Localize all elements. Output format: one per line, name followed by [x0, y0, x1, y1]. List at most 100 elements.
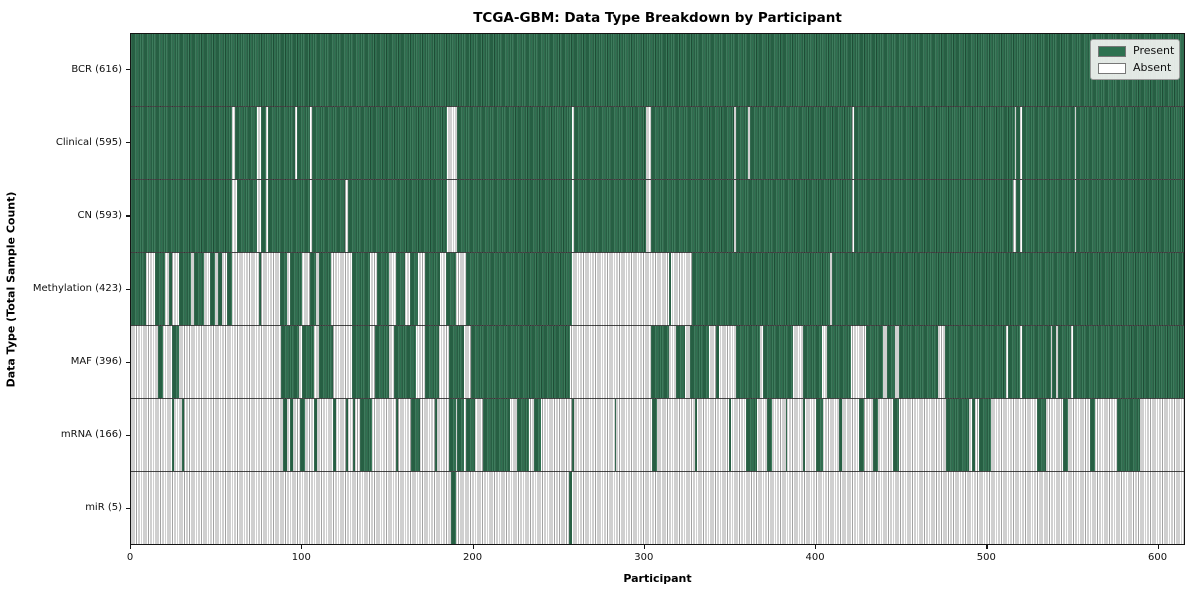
present-run: [1076, 107, 1184, 179]
y-tick-label: miR (5): [85, 502, 122, 514]
x-tick-mark: [130, 545, 132, 549]
present-run: [802, 399, 805, 471]
present-run: [859, 399, 865, 471]
present-run: [172, 399, 174, 471]
present-run: [886, 326, 896, 398]
present-run: [289, 253, 302, 325]
present-run: [1021, 180, 1075, 252]
y-tick-mark: [126, 361, 130, 363]
present-run: [260, 180, 267, 252]
present-run: [650, 107, 735, 179]
legend-label-absent: Absent: [1133, 61, 1172, 74]
present-run: [766, 399, 773, 471]
present-run: [746, 399, 757, 471]
present-run: [267, 107, 296, 179]
present-run: [736, 180, 853, 252]
present-run: [218, 253, 222, 325]
present-run: [614, 399, 617, 471]
present-run: [689, 326, 709, 398]
present-run: [450, 472, 456, 544]
x-axis-label: Participant: [623, 572, 692, 585]
present-run: [691, 253, 831, 325]
present-run: [854, 180, 1014, 252]
x-tick-label: 200: [462, 552, 483, 563]
present-run: [168, 253, 172, 325]
present-run: [313, 399, 318, 471]
present-run: [178, 253, 191, 325]
x-tick-label: 600: [1148, 552, 1168, 563]
present-run: [312, 107, 448, 179]
present-run: [445, 253, 456, 325]
y-tick-mark: [126, 434, 130, 436]
present-run: [729, 399, 731, 471]
x-tick-mark: [301, 545, 303, 549]
present-run: [319, 326, 333, 398]
present-run: [289, 399, 294, 471]
present-run: [435, 399, 437, 471]
present-run: [457, 399, 465, 471]
present-run: [826, 326, 851, 398]
present-run: [346, 399, 349, 471]
present-run: [785, 399, 788, 471]
present-run: [483, 399, 511, 471]
present-run: [259, 253, 261, 325]
present-run: [838, 399, 843, 471]
y-tick-mark: [126, 142, 130, 144]
present-run: [1057, 326, 1072, 398]
present-run: [652, 399, 658, 471]
present-run: [978, 399, 991, 471]
legend: Present Absent: [1090, 39, 1180, 80]
present-run: [296, 107, 311, 179]
present-run: [312, 180, 345, 252]
row-clinical: [131, 107, 1184, 180]
present-run: [1007, 326, 1020, 398]
present-run: [131, 253, 147, 325]
present-run: [411, 399, 420, 471]
present-run: [348, 180, 448, 252]
y-tick-mark: [126, 507, 130, 510]
present-run: [281, 326, 299, 398]
present-run: [1052, 326, 1056, 398]
row-mir: [131, 472, 1184, 544]
y-tick-label: Clinical (595): [55, 136, 122, 148]
x-tick-mark: [472, 545, 474, 549]
present-run: [1117, 399, 1140, 471]
present-run: [695, 399, 697, 471]
legend-swatch-absent-icon: [1098, 62, 1126, 74]
present-run: [448, 399, 456, 471]
present-run: [395, 253, 405, 325]
chart-title: TCGA-GBM: Data Type Breakdown by Partici…: [473, 10, 842, 26]
y-tick-mark: [126, 215, 130, 217]
present-run: [466, 399, 475, 471]
row-maf: [131, 326, 1184, 399]
present-run: [944, 326, 1007, 398]
present-run: [534, 399, 542, 471]
present-run: [332, 399, 337, 471]
present-run: [1076, 180, 1184, 252]
present-run: [235, 107, 258, 179]
present-run: [319, 253, 331, 325]
legend-item-present: Present: [1098, 45, 1174, 57]
present-run: [360, 399, 372, 471]
present-run: [395, 399, 398, 471]
present-run: [375, 326, 390, 398]
present-run: [457, 180, 572, 252]
present-run: [209, 253, 215, 325]
present-run: [1089, 399, 1096, 471]
y-tick-label: Methylation (423): [32, 283, 122, 294]
present-run: [573, 180, 646, 252]
present-run: [457, 107, 572, 179]
present-run: [310, 253, 316, 325]
present-run: [131, 34, 1184, 106]
present-run: [972, 399, 976, 471]
present-run: [236, 180, 258, 252]
present-run: [872, 399, 878, 471]
present-run: [351, 253, 371, 325]
x-tick-label: 400: [805, 552, 825, 563]
present-run: [1072, 326, 1184, 398]
present-run: [279, 253, 287, 325]
present-run: [1036, 399, 1046, 471]
present-run: [131, 107, 232, 179]
legend-swatch-present-icon: [1098, 45, 1126, 57]
present-run: [172, 326, 179, 398]
